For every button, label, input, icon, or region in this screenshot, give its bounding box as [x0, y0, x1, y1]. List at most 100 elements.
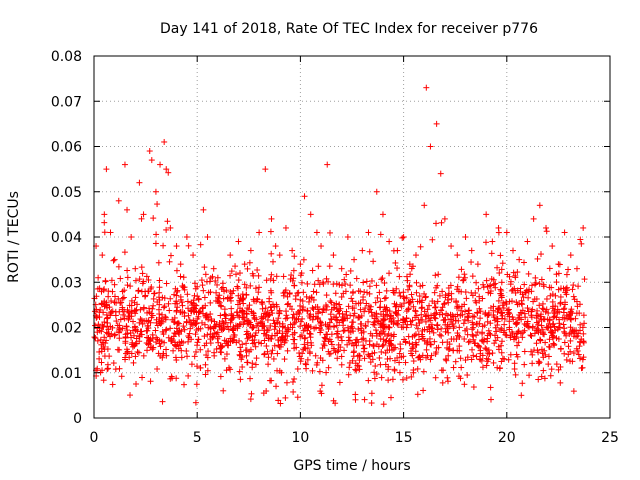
- data-point: [271, 326, 278, 333]
- data-point: [369, 313, 376, 320]
- data-point: [249, 360, 256, 367]
- data-point: [203, 313, 210, 320]
- data-point: [394, 320, 401, 327]
- data-point: [193, 348, 200, 355]
- data-point: [271, 332, 278, 339]
- data-point: [528, 348, 535, 355]
- data-point: [249, 325, 256, 332]
- data-point: [512, 371, 519, 378]
- data-point: [284, 333, 291, 340]
- data-point: [153, 231, 160, 238]
- data-point: [494, 364, 501, 371]
- data-point: [494, 264, 501, 271]
- data-point: [410, 344, 417, 351]
- data-point: [214, 281, 221, 288]
- data-point: [534, 307, 541, 314]
- data-point: [284, 347, 291, 354]
- data-point: [275, 315, 282, 322]
- data-point: [525, 270, 532, 277]
- data-point: [191, 302, 198, 309]
- data-point: [255, 272, 262, 279]
- data-point: [511, 336, 518, 343]
- data-point: [388, 394, 395, 401]
- data-point: [119, 325, 126, 332]
- data-point: [367, 306, 374, 313]
- data-point: [412, 252, 419, 259]
- data-point: [178, 347, 185, 354]
- data-point: [427, 143, 434, 150]
- data-point: [438, 332, 445, 339]
- data-point: [355, 363, 362, 370]
- data-point: [315, 263, 322, 270]
- data-point: [116, 335, 123, 342]
- data-point: [351, 310, 358, 317]
- data-point: [199, 319, 206, 326]
- data-point: [337, 344, 344, 351]
- data-point: [236, 270, 243, 277]
- data-point: [520, 259, 527, 266]
- data-point: [555, 335, 562, 342]
- data-point: [538, 373, 545, 380]
- data-point: [240, 300, 247, 307]
- data-point: [315, 310, 322, 317]
- data-point: [304, 308, 311, 315]
- data-point: [244, 305, 251, 312]
- data-point: [124, 282, 131, 289]
- data-point: [156, 277, 163, 284]
- data-point: [281, 336, 288, 343]
- data-point: [132, 277, 139, 284]
- data-point: [569, 286, 576, 293]
- data-point: [377, 298, 384, 305]
- data-point: [127, 283, 134, 290]
- data-point: [316, 368, 323, 375]
- data-point: [570, 388, 577, 395]
- data-point: [521, 327, 528, 334]
- data-point: [262, 313, 269, 320]
- data-point: [226, 295, 233, 302]
- data-point: [284, 314, 291, 321]
- data-point: [427, 341, 434, 348]
- data-point: [108, 330, 115, 337]
- data-point: [318, 243, 325, 250]
- data-point: [547, 372, 554, 379]
- data-point: [184, 291, 191, 298]
- data-point: [294, 394, 301, 401]
- data-point: [327, 229, 334, 236]
- data-point: [308, 342, 315, 349]
- data-point: [577, 321, 584, 328]
- data-point: [540, 354, 547, 361]
- data-point: [333, 322, 340, 329]
- data-point: [157, 343, 164, 350]
- data-point: [545, 353, 552, 360]
- data-point: [304, 356, 311, 363]
- data-point: [496, 269, 503, 276]
- data-point: [553, 314, 560, 321]
- data-point: [204, 234, 211, 240]
- y-tick-label: 0.01: [51, 366, 82, 382]
- data-point: [218, 322, 225, 329]
- data-point: [187, 308, 194, 315]
- data-point: [332, 290, 339, 297]
- data-point: [430, 329, 437, 336]
- data-point: [133, 380, 140, 387]
- data-point: [350, 288, 357, 295]
- data-point: [186, 334, 193, 341]
- data-point: [405, 333, 412, 340]
- data-point: [156, 320, 163, 327]
- data-point: [487, 331, 494, 338]
- data-point: [367, 359, 374, 366]
- data-point: [474, 310, 481, 317]
- data-point: [332, 349, 339, 356]
- y-tick-label: 0.04: [51, 230, 82, 246]
- data-point: [419, 317, 426, 324]
- data-point: [112, 366, 119, 373]
- data-point: [461, 274, 468, 281]
- data-point: [274, 319, 281, 326]
- data-point: [429, 236, 436, 243]
- data-point: [406, 282, 413, 289]
- data-point: [99, 252, 106, 259]
- data-point: [244, 359, 251, 366]
- data-point: [514, 287, 521, 294]
- data-point: [450, 323, 457, 330]
- data-point: [219, 280, 226, 287]
